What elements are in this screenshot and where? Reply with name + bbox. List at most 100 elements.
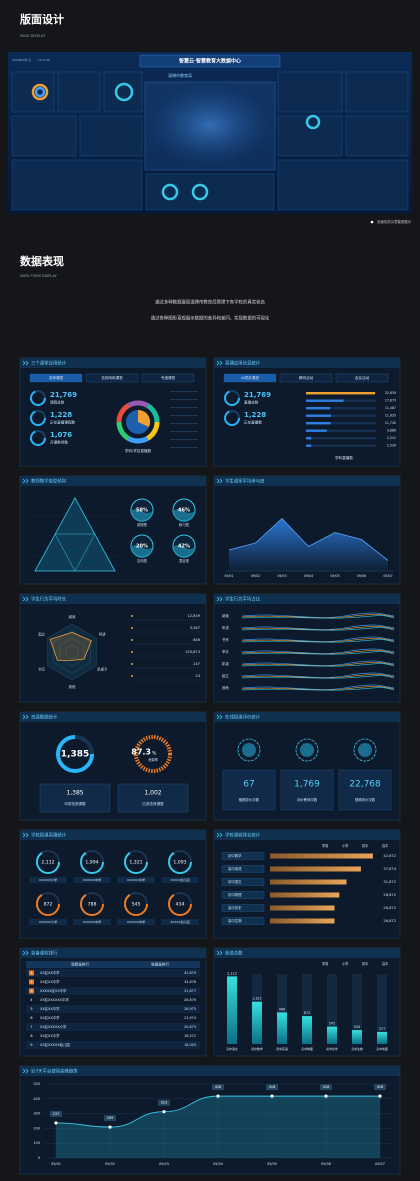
- ring: [224, 390, 240, 406]
- stream-line: [241, 686, 395, 691]
- title-chevron: [216, 832, 223, 838]
- stream-line: [241, 687, 395, 691]
- stat-box: [222, 769, 276, 811]
- tab-label: 名师课堂: [49, 375, 64, 380]
- stat-label: 直播总数: [244, 400, 259, 405]
- value-label: 418: [377, 1085, 383, 1089]
- table-value: 18,572: [184, 1034, 196, 1038]
- point: [108, 1125, 112, 1129]
- panel-title: 近7天平台使用高峰趋势: [31, 1068, 78, 1075]
- legend-label: 小学: [342, 961, 348, 966]
- row-label: 听讲: [222, 625, 229, 630]
- legend-label: 小学: [342, 843, 348, 848]
- circle-label: 练习型: [179, 522, 190, 527]
- rank-badge: [29, 979, 34, 985]
- x-tick-label: 09/06: [357, 574, 366, 578]
- stat-value: 21,769: [244, 391, 271, 399]
- school-name: XXXXX区XX中学: [40, 988, 67, 993]
- bar-value: 17,873: [385, 399, 396, 403]
- y-tick-label: 200: [34, 1126, 40, 1130]
- point: [378, 1094, 382, 1098]
- radar-label: 书写: [38, 667, 45, 672]
- x-tick-label: 09/07: [383, 574, 392, 578]
- list-value: 846: [193, 638, 201, 642]
- ring-value: 87.3: [131, 748, 151, 757]
- bar-value: 31,872: [383, 880, 396, 884]
- list-rule: [170, 391, 198, 392]
- point: [162, 1110, 166, 1114]
- bar-value: 32,839: [385, 391, 396, 395]
- x-tick-label: 09/05: [330, 574, 339, 578]
- title-chevron: [22, 950, 29, 956]
- panel-title-bar: [214, 830, 400, 840]
- bar: [270, 879, 347, 885]
- stream-line: [241, 675, 395, 679]
- stat-label: 正在直播课程数: [50, 420, 76, 425]
- radar-label: 阅读: [69, 614, 76, 619]
- bar: [227, 976, 237, 1044]
- donut-segment: [116, 400, 160, 444]
- bar-track: [306, 437, 376, 440]
- panel-title-bar: [20, 358, 206, 368]
- bar: [306, 392, 375, 395]
- label-box: [117, 877, 155, 883]
- table-value: 23,974: [184, 1016, 196, 1020]
- label-box: [221, 891, 265, 899]
- bar-track: [302, 974, 312, 1044]
- label-box: [161, 877, 199, 883]
- box-value: 67: [243, 780, 254, 790]
- x-tick-label: 09/02: [251, 574, 260, 578]
- panel-title-bar: [214, 594, 400, 604]
- value-box: [374, 1084, 386, 1091]
- value-box: [104, 1115, 116, 1122]
- circle-label: XXXXXX中学: [127, 877, 145, 882]
- stream-line: [241, 638, 395, 643]
- table-value: 20,673: [184, 1025, 196, 1029]
- list-dot: [131, 615, 133, 617]
- ring-value: 1,385: [61, 750, 89, 760]
- bar: [270, 918, 335, 924]
- y-tick-label: 300: [34, 1112, 40, 1116]
- table-row: [26, 1023, 200, 1031]
- title-chevron: [216, 950, 223, 956]
- stat-label: 课程总数: [50, 400, 65, 405]
- table-value: 34,878: [184, 980, 196, 984]
- donut-label: 学科/学目直播数: [125, 448, 152, 453]
- stream-line: [241, 650, 395, 655]
- preview-time: 15:21:08: [38, 58, 50, 62]
- list-rule: [170, 415, 198, 416]
- preview-title: 智慧云·智慧教育大数据中心: [179, 58, 241, 65]
- school-name: XX区XXXXX小学: [40, 1024, 67, 1029]
- bar: [270, 892, 340, 898]
- header-title: 版面设计: [20, 12, 64, 26]
- bar-value: 2,112: [227, 971, 237, 975]
- stat-value: 1,228: [244, 411, 266, 419]
- tab: [223, 373, 277, 383]
- panel-title-bar: [214, 712, 400, 722]
- circle-value: 2,112: [41, 860, 54, 866]
- ring: [30, 430, 46, 446]
- legend-label: 学前: [322, 961, 329, 966]
- preview-caption: 页面仅供示意模型展示: [377, 219, 412, 224]
- rank-badge: [29, 970, 34, 976]
- value-box: [266, 1084, 278, 1091]
- circle-value: 20%: [136, 544, 148, 550]
- title-chevron: [216, 596, 223, 602]
- panel-title-bar: [20, 830, 206, 840]
- stat-box: [280, 769, 334, 811]
- circle-label: XXXXXX中学: [83, 919, 101, 924]
- title-chevron: [216, 360, 223, 366]
- row-label: 高中历史: [228, 905, 242, 910]
- bar: [306, 437, 312, 440]
- rank-badge: [29, 988, 34, 994]
- school-name: XX区XX中学: [40, 1033, 60, 1038]
- ring: [80, 850, 104, 874]
- table-value: 31,877: [184, 989, 196, 993]
- list-rule: [170, 423, 198, 424]
- table-header-label: 观看量排行: [71, 962, 89, 967]
- tab-label: 教研活动: [299, 375, 314, 380]
- x-tick-label: 初中英语: [276, 1046, 288, 1051]
- table-value: 26,975: [184, 1007, 196, 1011]
- y-tick-label: 400: [34, 1097, 40, 1101]
- list-dot: [131, 639, 133, 641]
